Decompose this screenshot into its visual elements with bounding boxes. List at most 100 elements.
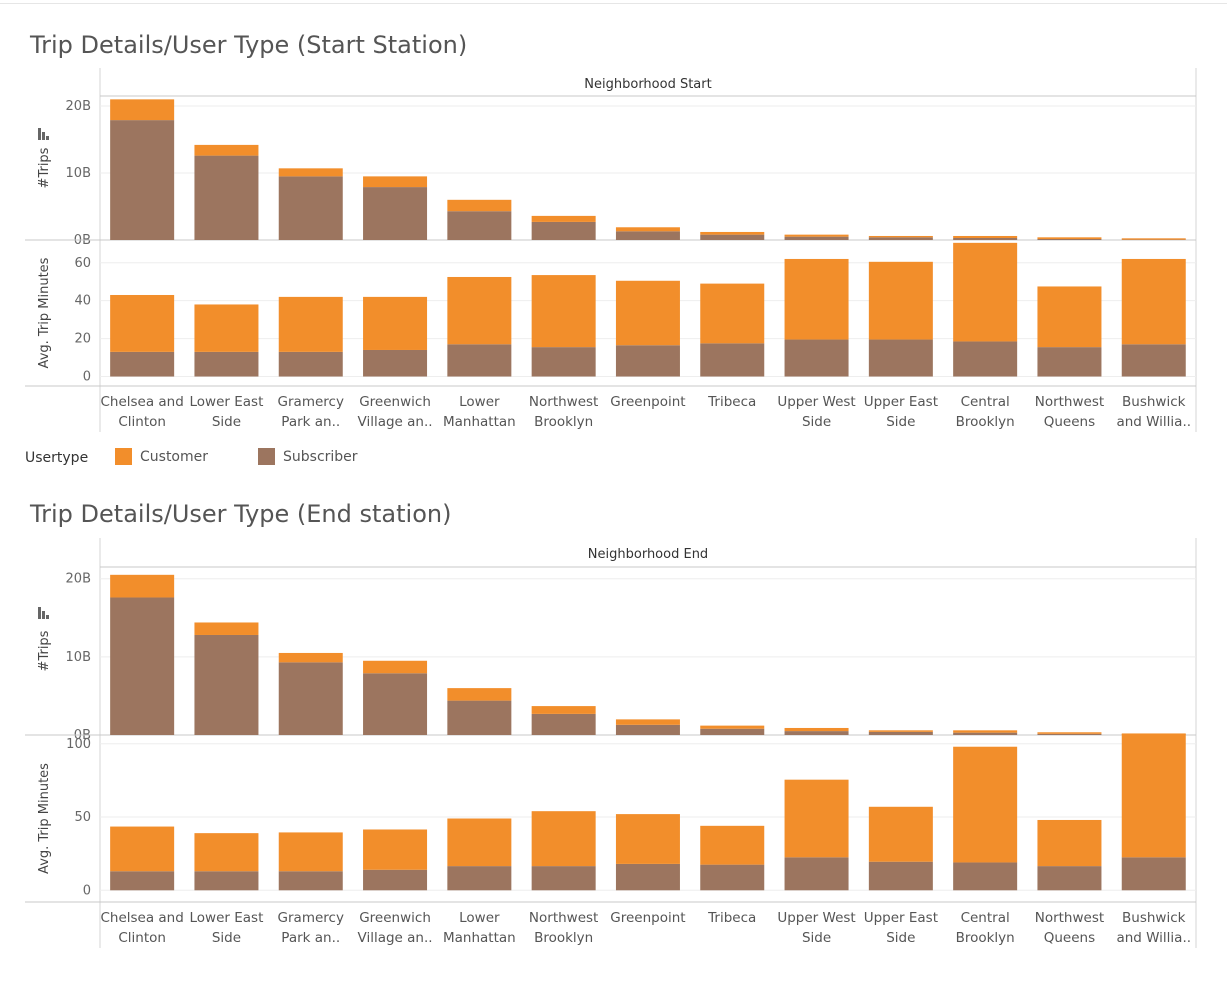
column-header: Neighborhood Start	[584, 77, 711, 92]
category-label: Chelsea and	[100, 910, 183, 926]
minutes-bar-subscriber	[447, 344, 512, 377]
minutes-bar-customer	[110, 294, 175, 352]
trips-bar-customer	[868, 235, 933, 238]
category-label: Central	[961, 394, 1010, 410]
top-toolbar-strip	[0, 0, 1227, 4]
minutes-bar-subscriber	[868, 339, 933, 377]
trips-bar-subscriber	[531, 713, 596, 735]
trips-bar-customer	[194, 144, 259, 156]
minutes-bar-subscriber	[278, 871, 343, 891]
category-label: Tribeca	[707, 394, 756, 410]
minutes-bar-customer	[953, 746, 1018, 863]
category-label: Gramercy	[278, 394, 344, 410]
trips-bar-customer	[278, 652, 343, 663]
trips-tick-label: 10B	[66, 166, 91, 181]
category-label: Greenpoint	[610, 394, 685, 410]
minutes-bar-subscriber	[784, 857, 849, 891]
category-label: Lower	[459, 910, 500, 926]
minutes-bar-subscriber	[447, 866, 512, 891]
trips-bar-subscriber	[868, 237, 933, 240]
category-label: Brooklyn	[534, 414, 593, 430]
trips-bar-subscriber	[447, 700, 512, 735]
category-label: Village an..	[358, 930, 433, 946]
chart-start-station: Neighborhood Start0B10B20B#Trips0204060A…	[25, 68, 1197, 432]
minutes-axis-label: Avg. Trip Minutes	[37, 763, 52, 874]
category-label: Brooklyn	[956, 414, 1015, 430]
trips-bar-subscriber	[194, 634, 259, 735]
category-label: Queens	[1044, 930, 1095, 946]
sort-icon-bar	[46, 615, 49, 619]
category-label: Brooklyn	[534, 930, 593, 946]
trips-bar-subscriber	[784, 236, 849, 240]
trips-axis-label: #Trips	[37, 630, 52, 671]
category-label: Northwest	[529, 910, 598, 926]
trips-bar-customer	[953, 730, 1018, 733]
category-label: Gramercy	[278, 910, 344, 926]
category-label: Side	[886, 414, 915, 430]
minutes-bar-subscriber	[363, 869, 428, 891]
minutes-tick-label: 50	[74, 810, 91, 825]
category-label: Chelsea and	[100, 394, 183, 410]
sort-icon-bar	[42, 132, 45, 140]
trips-bar-subscriber	[1037, 238, 1102, 240]
trips-bar-customer	[1037, 237, 1102, 239]
category-label: and Willia..	[1116, 930, 1191, 946]
trips-bar-customer	[615, 719, 680, 725]
trips-bar-subscriber	[531, 221, 596, 240]
minutes-bar-customer	[784, 258, 849, 340]
minutes-bar-customer	[278, 296, 343, 352]
trips-bar-customer	[363, 660, 428, 674]
trips-bar-subscriber	[110, 597, 175, 735]
sort-icon-bar	[46, 136, 49, 140]
trips-bar-subscriber	[110, 120, 175, 240]
minutes-bar-subscriber	[278, 351, 343, 377]
trips-bar-subscriber	[615, 231, 680, 240]
trips-bar-customer	[1121, 733, 1186, 735]
trips-bar-subscriber	[700, 234, 765, 240]
category-label: Upper West	[777, 910, 855, 926]
minutes-bar-customer	[700, 825, 765, 865]
minutes-bar-customer	[1121, 258, 1186, 345]
trips-bar-customer	[278, 168, 343, 177]
minutes-bar-subscriber	[868, 861, 933, 891]
minutes-tick-label: 40	[74, 294, 91, 309]
minutes-bar-subscriber	[194, 871, 259, 891]
minutes-tick-label: 0	[83, 370, 91, 385]
trips-bar-subscriber	[278, 176, 343, 240]
category-label: and Willia..	[1116, 414, 1191, 430]
category-label: Upper East	[864, 910, 938, 926]
trips-bar-customer	[110, 574, 175, 598]
category-label: Greenwich	[359, 394, 431, 410]
trips-bar-subscriber	[615, 724, 680, 735]
minutes-bar-customer	[700, 283, 765, 344]
minutes-bar-subscriber	[700, 343, 765, 377]
minutes-axis-label: Avg. Trip Minutes	[37, 257, 52, 368]
minutes-bar-customer	[868, 261, 933, 340]
trips-bar-customer	[784, 234, 849, 237]
trips-bar-subscriber	[784, 731, 849, 735]
trips-bar-customer	[363, 176, 428, 188]
minutes-bar-customer	[194, 833, 259, 872]
minutes-bar-subscriber	[531, 347, 596, 377]
category-label: Northwest	[529, 394, 598, 410]
trips-bar-customer	[447, 199, 512, 212]
category-label: Side	[802, 930, 831, 946]
trips-bar-subscriber	[868, 731, 933, 735]
category-label: Central	[961, 910, 1010, 926]
trips-bar-subscriber	[363, 673, 428, 735]
minutes-bar-customer	[194, 304, 259, 352]
sort-icon-bar	[38, 607, 41, 619]
category-label: Side	[212, 930, 241, 946]
category-label: Manhattan	[443, 414, 516, 430]
category-label: Side	[802, 414, 831, 430]
sort-descending-icon	[38, 607, 49, 619]
category-label: Northwest	[1035, 910, 1104, 926]
trips-bar-subscriber	[363, 187, 428, 240]
minutes-bar-customer	[615, 814, 680, 864]
trips-bar-customer	[531, 215, 596, 222]
minutes-bar-customer	[1037, 286, 1102, 348]
category-label: Park an..	[281, 414, 340, 430]
category-label: Northwest	[1035, 394, 1104, 410]
minutes-bar-customer	[615, 280, 680, 346]
minutes-bar-customer	[531, 275, 596, 348]
